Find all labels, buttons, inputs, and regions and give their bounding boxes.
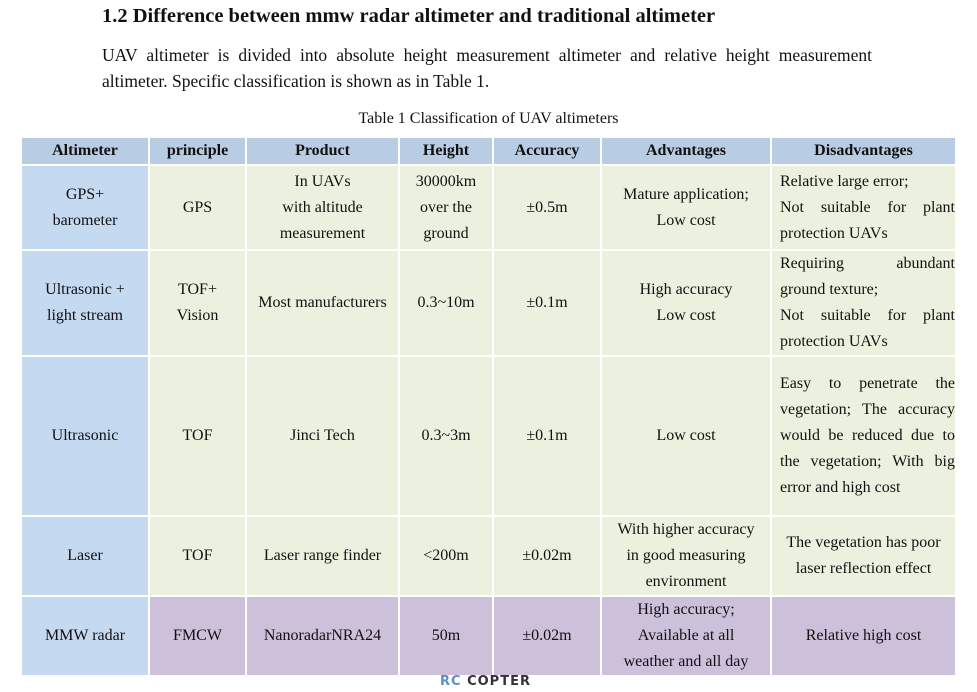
table-row: GPS+ barometer GPS In UAVs with altitude m… [20, 164, 957, 251]
table-row: MMW radar FMCW NanoradarNRA24 50m ±0.02m High… [20, 595, 957, 677]
table-cell: TOF+ Vision [148, 249, 247, 357]
table-cell: 0.3~3m [398, 355, 494, 517]
table-caption: Table 1 Classification of UAV altimeters [358, 110, 619, 127]
table-cell: Mature application; Low cost [600, 164, 772, 251]
table-cell: <200m [398, 515, 494, 597]
table-cell: Easy to penetrate the vegetation; The ac… [770, 355, 957, 517]
table-row: Ultrasonic TOF Jinci Tech 0.3~3m ±0.1m Low co… [20, 355, 957, 517]
header-row: Altimeter principle Product Height Accuracy A… [20, 136, 957, 166]
header-cell: Accuracy [492, 136, 602, 166]
table-cell: High accuracy Low cost [600, 249, 772, 357]
header-cell: Disadvantages [770, 136, 957, 166]
watermark-right: COPTER [467, 674, 531, 689]
table-cell: The vegetation has poor laser reflection… [770, 515, 957, 597]
table-cell: MMW radar [20, 595, 150, 677]
header-cell: Altimeter [20, 136, 150, 166]
table-cell: Low cost [600, 355, 772, 517]
header-cell: Product [245, 136, 400, 166]
table-cell: In UAVs with altitude measurement [245, 164, 400, 251]
table-cell: Relative high cost [770, 595, 957, 677]
table-cell: Requiring abundant ground texture; Not s… [770, 249, 957, 357]
table-cell: With higher accuracy in good measuring e… [600, 515, 772, 597]
paragraph: UAV altimeter is divided into absolute h… [102, 45, 872, 91]
table-cell: 50m [398, 595, 494, 677]
table-cell: Ultrasonic + light stream [20, 249, 150, 357]
heading: 1.2 Difference between mmw radar altimet… [102, 5, 716, 27]
header-cell: Height [398, 136, 494, 166]
header-cell: principle [148, 136, 247, 166]
table-cell: ±0.02m [492, 595, 602, 677]
table-cell: 30000km over the ground [398, 164, 494, 251]
table-cell: NanoradarNRA24 [245, 595, 400, 677]
table-cell: 0.3~10m [398, 249, 494, 357]
table-cell: TOF [148, 515, 247, 597]
header-cell: Advantages [600, 136, 772, 166]
table-cell: ±0.02m [492, 515, 602, 597]
table-cell: ±0.1m [492, 249, 602, 357]
table-cell: TOF [148, 355, 247, 517]
table-cell: High accuracy; Available at all weather … [600, 595, 772, 677]
table-cell: Relative large error; Not suitable for p… [770, 164, 957, 251]
table: Altimeter principle Product Height Accuracy A… [20, 136, 957, 677]
table-row: Laser TOF Laser range finder <200m ±0.02m Wit… [20, 515, 957, 597]
table-cell: FMCW [148, 595, 247, 677]
watermark-left: RC [440, 674, 462, 689]
table-cell: Jinci Tech [245, 355, 400, 517]
table-cell: ±0.5m [492, 164, 602, 251]
table-cell: ±0.1m [492, 355, 602, 517]
table-cell: GPS [148, 164, 247, 251]
table-cell: Laser [20, 515, 150, 597]
watermark: RC COPTER [440, 674, 531, 689]
table-cell: GPS+ barometer [20, 164, 150, 251]
table-cell: Most manufacturers [245, 249, 400, 357]
table-cell: Ultrasonic [20, 355, 150, 517]
table-row: Ultrasonic + light stream TOF+ Vision Most… [20, 249, 957, 357]
table-cell: Laser range finder [245, 515, 400, 597]
